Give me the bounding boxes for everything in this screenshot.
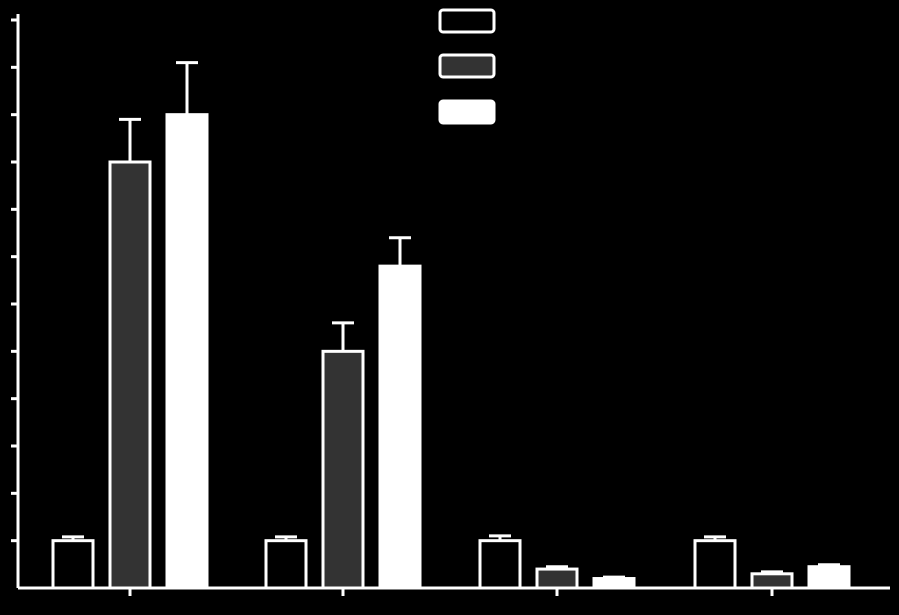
legend-swatch: [438, 99, 496, 125]
legend: [438, 8, 496, 125]
bar: [693, 539, 737, 590]
bar: [807, 565, 851, 590]
bar: [750, 572, 794, 590]
bar: [264, 539, 308, 590]
bar: [165, 113, 209, 590]
bar: [535, 567, 579, 590]
bar: [321, 349, 365, 590]
legend-swatch: [438, 53, 496, 79]
legend-swatch: [438, 8, 496, 34]
bar: [478, 539, 522, 590]
bar: [108, 160, 152, 590]
bar: [378, 264, 422, 590]
bar: [51, 539, 95, 590]
bars-layer: [51, 61, 851, 590]
axes: [11, 14, 890, 596]
bar: [592, 577, 636, 590]
